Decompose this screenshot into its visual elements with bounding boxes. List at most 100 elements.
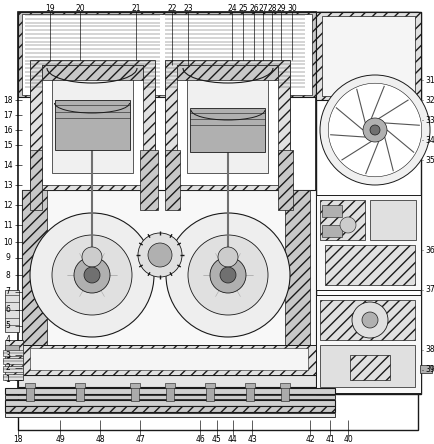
Circle shape: [138, 233, 182, 277]
Bar: [165, 383, 175, 388]
Text: 39: 39: [425, 365, 434, 374]
Text: 15: 15: [3, 140, 13, 150]
Bar: [420, 365, 432, 373]
Circle shape: [52, 235, 132, 315]
Bar: [5, 345, 19, 353]
Bar: [206, 386, 214, 401]
Bar: [370, 200, 416, 240]
Text: 3: 3: [6, 350, 10, 360]
Bar: [75, 383, 85, 388]
Bar: [22, 190, 47, 345]
Circle shape: [188, 235, 268, 315]
Bar: [281, 386, 289, 401]
Text: 49: 49: [55, 436, 65, 444]
Bar: [205, 383, 215, 388]
Bar: [42, 65, 143, 80]
Bar: [316, 195, 421, 290]
Text: 37: 37: [425, 285, 434, 294]
Bar: [25, 383, 35, 388]
Bar: [3, 374, 23, 380]
Text: 6: 6: [6, 305, 10, 314]
Bar: [22, 345, 316, 375]
Circle shape: [220, 267, 236, 283]
Bar: [278, 150, 293, 210]
Circle shape: [148, 243, 172, 267]
Circle shape: [340, 217, 356, 233]
Bar: [3, 358, 23, 364]
Bar: [316, 12, 421, 100]
Text: 47: 47: [135, 436, 145, 444]
Bar: [165, 60, 290, 190]
Text: 44: 44: [228, 436, 238, 444]
Bar: [5, 290, 19, 332]
Text: 24: 24: [227, 4, 237, 12]
Bar: [5, 406, 335, 412]
Bar: [165, 150, 180, 210]
Circle shape: [84, 267, 100, 283]
Circle shape: [74, 257, 110, 293]
Bar: [245, 383, 255, 388]
Bar: [30, 60, 155, 190]
Bar: [320, 345, 415, 387]
Bar: [320, 300, 415, 340]
Circle shape: [370, 125, 380, 135]
Bar: [166, 386, 174, 401]
Text: 7: 7: [6, 288, 10, 297]
Text: 32: 32: [425, 95, 434, 104]
Bar: [55, 100, 130, 150]
Bar: [5, 388, 335, 394]
Bar: [316, 12, 421, 394]
Bar: [5, 395, 335, 399]
Bar: [18, 375, 316, 387]
Text: 40: 40: [343, 436, 353, 444]
Bar: [316, 295, 421, 393]
Bar: [190, 108, 265, 152]
Text: 26: 26: [249, 4, 259, 12]
Text: 14: 14: [3, 160, 13, 170]
Circle shape: [352, 302, 388, 338]
Circle shape: [210, 257, 246, 293]
Bar: [322, 205, 342, 217]
Text: 21: 21: [131, 4, 141, 12]
Text: 13: 13: [3, 181, 13, 190]
Bar: [3, 366, 23, 372]
Text: 20: 20: [75, 4, 85, 12]
Bar: [22, 14, 312, 95]
Bar: [350, 355, 390, 380]
Bar: [322, 225, 342, 237]
Bar: [26, 386, 34, 401]
Circle shape: [82, 247, 102, 267]
Bar: [320, 200, 365, 240]
Bar: [325, 245, 415, 285]
Bar: [18, 12, 316, 97]
Text: 46: 46: [195, 436, 205, 444]
Bar: [131, 386, 139, 401]
Text: 43: 43: [247, 436, 257, 444]
Text: 35: 35: [425, 155, 434, 164]
Text: 10: 10: [3, 238, 13, 246]
Text: 8: 8: [6, 270, 10, 280]
Text: 25: 25: [238, 4, 248, 12]
Bar: [5, 400, 335, 406]
Text: 18: 18: [3, 95, 13, 104]
Bar: [5, 340, 23, 380]
Bar: [30, 348, 308, 370]
Text: 30: 30: [287, 4, 297, 12]
Circle shape: [30, 213, 154, 337]
Text: 29: 29: [276, 4, 286, 12]
Bar: [177, 65, 278, 185]
Text: 33: 33: [425, 115, 434, 124]
Text: 9: 9: [6, 254, 10, 262]
Text: 1: 1: [6, 376, 10, 385]
Text: 36: 36: [425, 246, 434, 254]
Text: 17: 17: [3, 111, 13, 119]
Bar: [187, 68, 268, 173]
Text: 19: 19: [45, 4, 55, 12]
Circle shape: [363, 118, 387, 142]
Circle shape: [166, 213, 290, 337]
Text: 11: 11: [3, 221, 13, 230]
Text: 34: 34: [425, 135, 434, 144]
Text: 12: 12: [3, 201, 13, 210]
Circle shape: [218, 247, 238, 267]
Text: 23: 23: [183, 4, 193, 12]
